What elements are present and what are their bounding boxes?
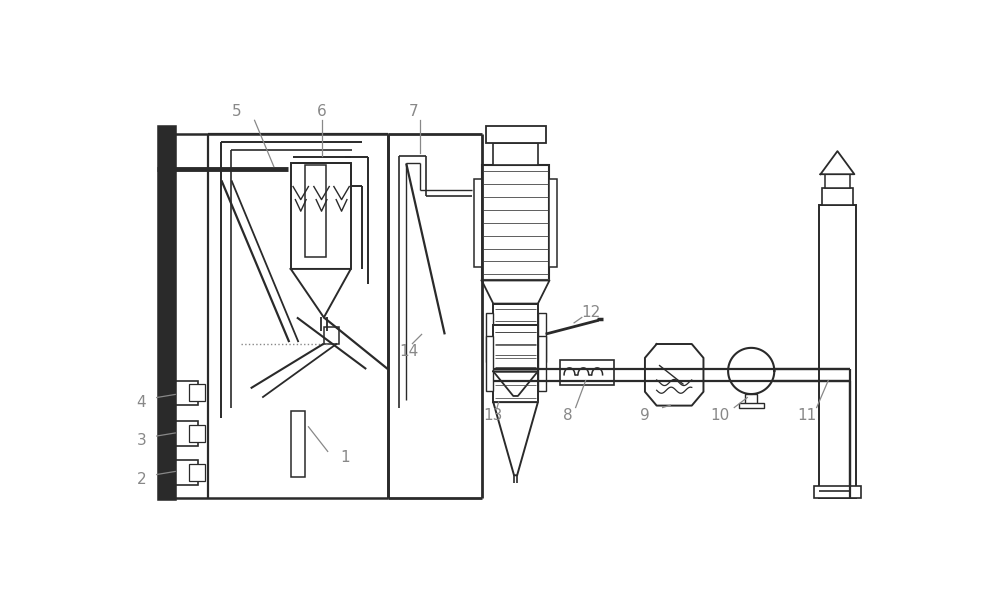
Bar (549, 179, 557, 266)
Bar (175, 422, 198, 446)
Text: 14: 14 (399, 344, 418, 359)
Bar (745, 394, 757, 405)
Bar (189, 425, 205, 442)
Bar (317, 163, 327, 186)
Bar (482, 165, 549, 281)
Polygon shape (493, 371, 538, 396)
Bar (822, 188, 853, 205)
Polygon shape (493, 402, 538, 475)
Bar (814, 486, 861, 498)
Bar (296, 163, 306, 186)
Bar (175, 460, 198, 484)
Bar (538, 313, 546, 362)
Polygon shape (291, 269, 351, 317)
Text: 7: 7 (409, 104, 419, 118)
Bar (493, 143, 538, 165)
Text: 12: 12 (581, 305, 601, 320)
Bar (160, 128, 174, 498)
Bar (305, 165, 326, 258)
Text: 8: 8 (563, 408, 573, 423)
Bar (486, 313, 493, 362)
Bar (486, 336, 493, 391)
Bar (560, 360, 614, 385)
Text: 13: 13 (484, 408, 503, 423)
Text: 11: 11 (797, 408, 816, 423)
Bar (189, 384, 205, 401)
Bar (538, 336, 546, 391)
Polygon shape (645, 344, 703, 406)
Text: 5: 5 (232, 104, 242, 118)
Bar (291, 163, 351, 269)
Bar (337, 163, 347, 186)
Polygon shape (728, 348, 774, 394)
Polygon shape (820, 151, 854, 174)
Bar (493, 304, 538, 371)
Bar (474, 179, 482, 266)
Text: 3: 3 (136, 433, 146, 448)
Text: 2: 2 (137, 472, 146, 487)
Bar (189, 464, 205, 481)
Bar (739, 403, 764, 408)
Bar (175, 381, 198, 405)
Text: 9: 9 (640, 408, 650, 423)
Bar (291, 411, 305, 477)
Text: 1: 1 (340, 450, 349, 465)
Bar (825, 174, 850, 188)
Text: 4: 4 (137, 395, 146, 410)
Text: 10: 10 (711, 408, 730, 423)
Bar (324, 327, 339, 343)
Bar (486, 127, 546, 143)
Bar (819, 205, 856, 498)
Text: 6: 6 (317, 104, 326, 118)
Polygon shape (482, 281, 549, 304)
Bar (493, 325, 538, 402)
